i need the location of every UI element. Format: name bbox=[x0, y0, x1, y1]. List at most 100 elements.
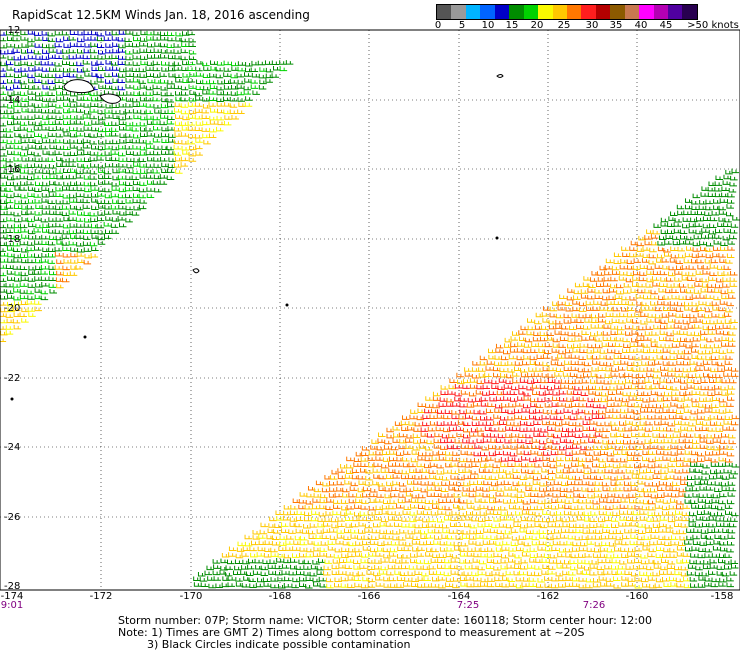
wind-barb bbox=[676, 582, 684, 588]
wind-barb bbox=[646, 571, 654, 577]
wind-barb bbox=[5, 144, 14, 149]
wind-barb bbox=[667, 318, 676, 323]
wind-barb bbox=[610, 475, 618, 481]
wind-barb bbox=[0, 318, 8, 324]
wind-barb bbox=[453, 504, 461, 509]
wind-barb bbox=[578, 402, 586, 408]
wind-barb bbox=[683, 355, 692, 360]
wind-barb bbox=[672, 330, 681, 335]
wind-barb bbox=[661, 313, 670, 318]
wind-barb bbox=[473, 457, 482, 463]
wind-barb bbox=[715, 175, 723, 180]
wind-barb bbox=[48, 169, 57, 175]
wind-barb bbox=[373, 571, 381, 577]
wind-barb bbox=[661, 505, 670, 511]
wind-barb bbox=[432, 391, 441, 397]
wind-barb bbox=[670, 540, 678, 546]
wind-barb bbox=[54, 150, 63, 155]
wind-barb bbox=[585, 583, 593, 589]
wind-barb bbox=[376, 493, 384, 498]
wind-barb bbox=[405, 444, 413, 449]
wind-barb bbox=[21, 258, 29, 264]
wind-barb bbox=[627, 265, 635, 270]
wind-barb bbox=[55, 222, 63, 228]
wind-barb bbox=[5, 157, 14, 163]
wind-barb bbox=[462, 438, 470, 444]
wind-barb bbox=[48, 108, 56, 114]
lon-label-170: -170 bbox=[179, 591, 203, 602]
wind-barb bbox=[500, 457, 509, 462]
wind-barb bbox=[663, 301, 672, 306]
wind-barb bbox=[133, 85, 141, 90]
wind-barb bbox=[0, 68, 7, 72]
wind-barb bbox=[34, 72, 43, 77]
wind-barb bbox=[41, 186, 49, 191]
wind-barb bbox=[97, 192, 105, 197]
wind-barb bbox=[446, 397, 455, 403]
wind-barb bbox=[83, 235, 91, 240]
wind-barb bbox=[154, 187, 162, 193]
wind-barb bbox=[112, 78, 120, 83]
wind-barb bbox=[643, 535, 652, 540]
wind-barb bbox=[583, 474, 591, 480]
wind-barb bbox=[633, 456, 641, 461]
wind-barb bbox=[389, 499, 398, 504]
wind-barb bbox=[54, 78, 63, 84]
wind-barb bbox=[630, 426, 639, 431]
wind-barb bbox=[245, 96, 253, 101]
wind-barb bbox=[702, 216, 711, 221]
wind-barb bbox=[216, 97, 224, 102]
wind-barb bbox=[118, 30, 127, 35]
wind-barb bbox=[403, 546, 412, 552]
wind-barb bbox=[554, 379, 562, 384]
wind-barb bbox=[267, 528, 276, 533]
wind-barb bbox=[693, 379, 701, 384]
wind-barb bbox=[565, 456, 573, 462]
wind-barb bbox=[626, 318, 634, 323]
wind-barb bbox=[639, 264, 648, 269]
wind-barb bbox=[110, 192, 119, 198]
wind-barb bbox=[62, 127, 71, 133]
wind-barb bbox=[536, 354, 545, 359]
wind-barb bbox=[265, 78, 273, 83]
wind-barb bbox=[585, 313, 593, 319]
wind-barb bbox=[310, 564, 319, 570]
wind-barb bbox=[248, 577, 257, 583]
wind-barb bbox=[527, 325, 536, 331]
wind-barb bbox=[682, 367, 691, 373]
wind-barb bbox=[401, 558, 409, 564]
wind-barb bbox=[601, 433, 609, 439]
wind-barb bbox=[377, 481, 386, 487]
wind-barb bbox=[642, 456, 650, 462]
wind-barb bbox=[548, 565, 556, 570]
wind-barb bbox=[356, 493, 364, 498]
wind-barb bbox=[125, 150, 134, 155]
wind-barb bbox=[610, 336, 618, 342]
wind-barb bbox=[202, 61, 210, 67]
wind-barb bbox=[139, 199, 148, 204]
wind-barb bbox=[691, 546, 699, 551]
wind-barb bbox=[334, 492, 343, 498]
wind-barb bbox=[613, 259, 622, 265]
wind-barb bbox=[573, 295, 581, 300]
wind-barb bbox=[265, 73, 274, 79]
wind-barb bbox=[399, 571, 408, 577]
wind-barb bbox=[277, 553, 286, 558]
wind-barb bbox=[532, 390, 540, 396]
wind-barb bbox=[703, 559, 711, 565]
wind-barb bbox=[494, 361, 502, 366]
wind-barb bbox=[614, 294, 623, 300]
wind-barb bbox=[55, 145, 64, 150]
wind-barb bbox=[145, 66, 154, 71]
wind-barb bbox=[289, 522, 298, 527]
wind-barb bbox=[501, 582, 510, 588]
wind-barb bbox=[237, 61, 246, 66]
wind-barb bbox=[96, 43, 105, 48]
wind-barb bbox=[580, 294, 589, 299]
wind-barb bbox=[718, 210, 727, 215]
wind-barb bbox=[14, 186, 22, 191]
wind-barb bbox=[383, 553, 391, 559]
wind-barb bbox=[500, 511, 509, 516]
wind-barb bbox=[663, 295, 672, 300]
wind-barb bbox=[552, 301, 560, 306]
